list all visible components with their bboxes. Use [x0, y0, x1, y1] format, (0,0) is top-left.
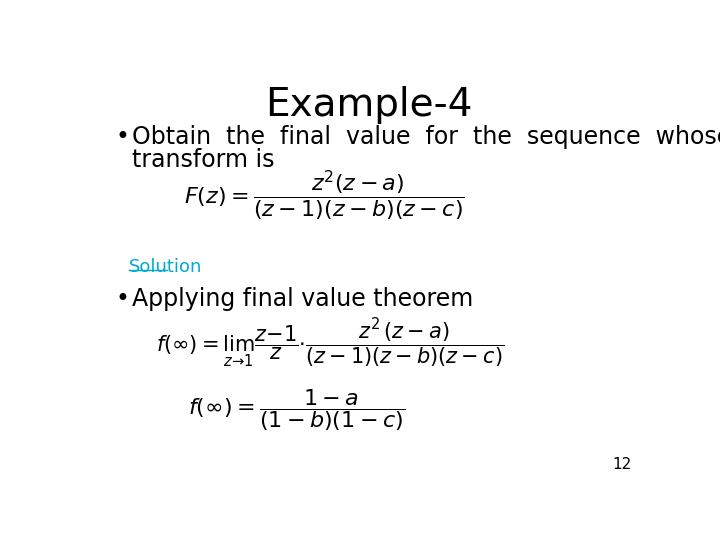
Text: transform is: transform is — [132, 148, 274, 172]
Text: 12: 12 — [612, 457, 631, 472]
Text: Example-4: Example-4 — [265, 85, 473, 124]
Text: •: • — [115, 287, 129, 311]
Text: Obtain  the  final  value  for  the  sequence  whose  z-: Obtain the final value for the sequence … — [132, 125, 720, 149]
Text: $F(z) = \dfrac{z^2(z - a)}{(z-1)(z-b)(z-c)}$: $F(z) = \dfrac{z^2(z - a)}{(z-1)(z-b)(z-… — [184, 168, 464, 223]
Text: Solution: Solution — [129, 258, 202, 276]
Text: Applying final value theorem: Applying final value theorem — [132, 287, 473, 311]
Text: $f(\infty) = \dfrac{1-a}{(1-b)(1-c)}$: $f(\infty) = \dfrac{1-a}{(1-b)(1-c)}$ — [188, 387, 405, 433]
Text: •: • — [115, 125, 129, 149]
Text: $f(\infty) = \lim_{z \to 1}\dfrac{z-1}{z}\cdot\dfrac{z^2(z-a)}{(z-1)(z-b)(z-c)}$: $f(\infty) = \lim_{z \to 1}\dfrac{z-1}{z… — [156, 316, 504, 370]
